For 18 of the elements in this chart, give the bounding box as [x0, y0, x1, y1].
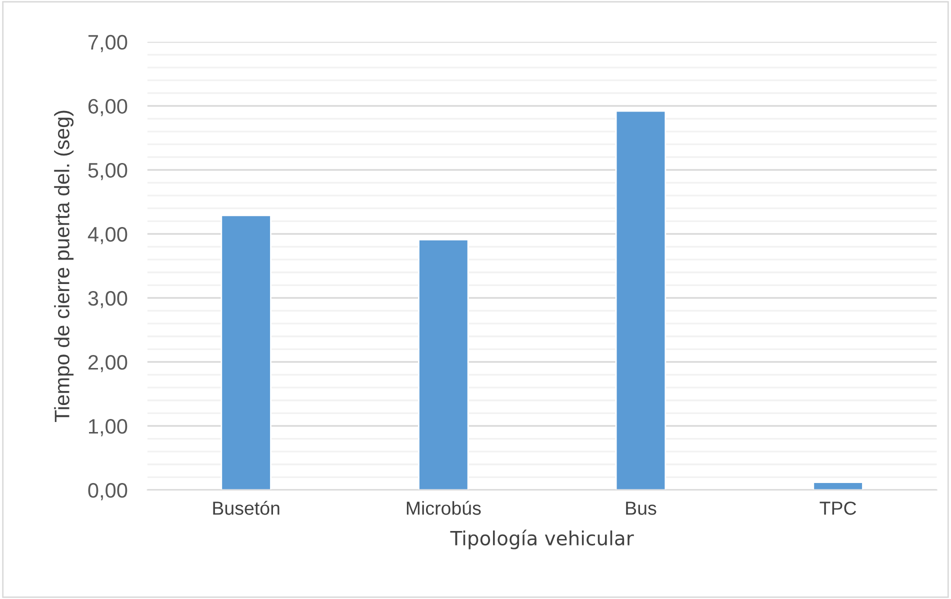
- y-tick-label: 1,00: [89, 418, 128, 436]
- y-tick-label: 4,00: [88, 226, 128, 244]
- x-tick-label: Busetón: [213, 500, 280, 515]
- y-tick-label: 6,00: [88, 98, 128, 116]
- y-axis-title: Tiempo de cierre puerta del. (seg): [54, 110, 74, 422]
- x-tick-label: TPC: [820, 502, 856, 515]
- x-axis-title: Tipología vehicular: [450, 530, 634, 550]
- y-tick-label: 7,00: [88, 34, 128, 52]
- bar: [220, 214, 272, 490]
- bar: [812, 482, 864, 490]
- x-tick-label: Bus: [626, 502, 656, 515]
- x-tick-label: Microbús: [406, 500, 481, 515]
- y-tick-label: 0,00: [88, 482, 128, 500]
- y-tick-label: 5,00: [88, 162, 128, 180]
- y-tick-label: 3,00: [88, 290, 128, 308]
- bar: [615, 110, 666, 490]
- y-tick-label: 2,00: [88, 354, 128, 372]
- bar: [418, 239, 469, 490]
